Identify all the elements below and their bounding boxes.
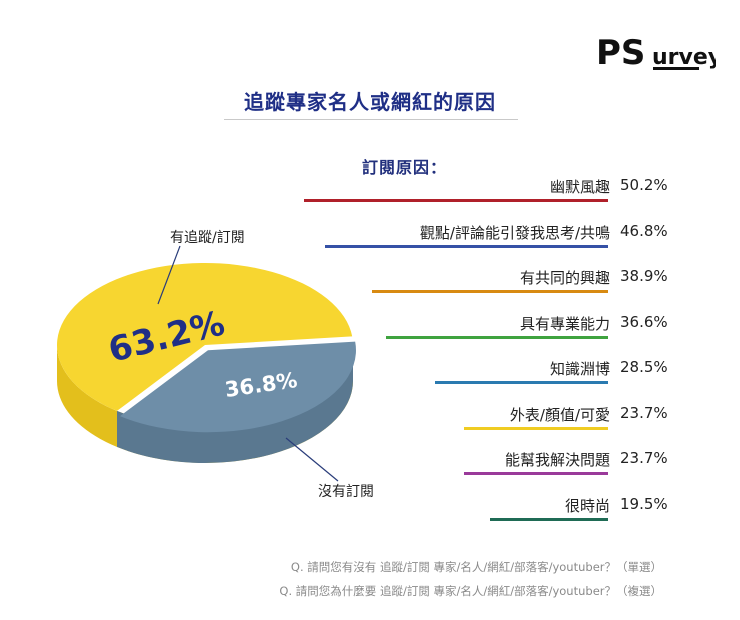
pie-slice-not-followed xyxy=(119,341,356,433)
reasons-heading: 訂閱原因： xyxy=(362,158,448,177)
reason-label: 幽默風趣 xyxy=(549,178,610,196)
followed-label: 有追蹤/訂閱 xyxy=(170,230,245,246)
pie-blue-side xyxy=(117,345,354,463)
logo-ps-text: PS xyxy=(596,33,645,73)
footnote-q1: Q. 請問您有沒有 追蹤/訂閱 專家/名人/網紅/部落客/youtuber？（單… xyxy=(290,560,662,574)
reason-bar xyxy=(464,472,608,475)
reason-value-label: 28.5% xyxy=(620,358,668,376)
reason-value-label: 23.7% xyxy=(620,403,668,422)
reason-value-label: 23.7% xyxy=(620,449,668,467)
pssurvey-logo: PS urvey xyxy=(596,33,716,73)
followed-leader-line xyxy=(157,245,181,305)
chart-title: 追蹤專家名人或網紅的原因 xyxy=(244,90,496,114)
title-divider xyxy=(224,119,518,120)
footnote-q2: Q. 請問您為什麼要 追蹤/訂閱 專家/名人/網紅/部落客/youtuber？（… xyxy=(279,584,662,598)
reason-bar xyxy=(435,381,608,384)
reason-bar xyxy=(386,335,608,339)
reason-value-label: 36.6% xyxy=(620,312,668,331)
reason-bar xyxy=(372,290,608,293)
reason-label: 外表/顏值/可愛 xyxy=(509,405,610,424)
reason-label: 很時尚 xyxy=(564,496,610,515)
reason-value-label: 46.8% xyxy=(620,221,668,240)
reason-label: 具有專業能力 xyxy=(519,314,610,333)
reason-bar xyxy=(464,426,608,430)
reason-bar xyxy=(489,517,608,521)
reason-bar xyxy=(304,199,608,202)
pie-slice-followed xyxy=(57,263,353,411)
not-followed-label: 沒有訂閱 xyxy=(318,483,374,500)
logo-urvey-text: urvey xyxy=(652,45,716,70)
reason-label: 能幫我解決問題 xyxy=(504,451,610,469)
reason-value-label: 38.9% xyxy=(620,267,668,285)
reason-bar xyxy=(324,244,608,248)
reason-value-label: 19.5% xyxy=(620,494,668,513)
not-followed-leader-line xyxy=(285,437,339,482)
reason-label: 有共同的興趣 xyxy=(519,269,610,287)
reason-value-label: 50.2% xyxy=(620,176,668,194)
reason-label: 觀點/評論能引發我思考/共鳴 xyxy=(419,223,610,242)
reason-label: 知識淵博 xyxy=(549,360,610,378)
